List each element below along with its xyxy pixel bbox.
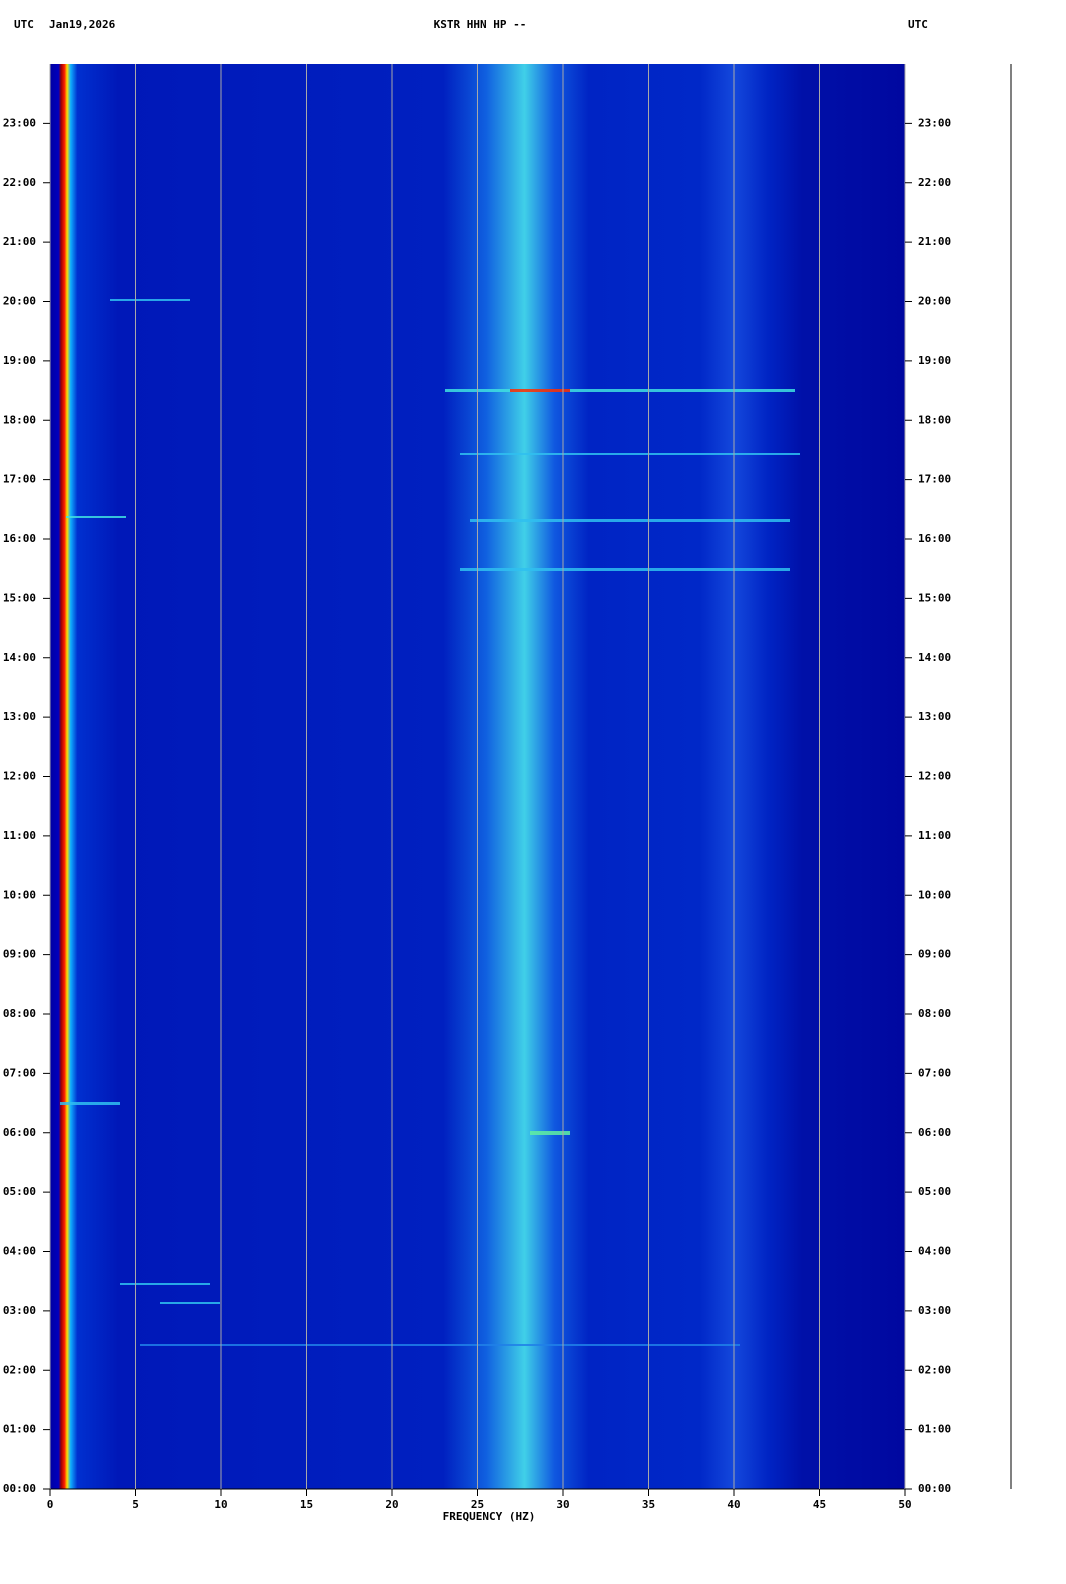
y-tick-label: 23:00 (3, 116, 36, 129)
y-tick-label: 17:00 (918, 473, 951, 486)
y-tick-label: 22:00 (918, 176, 951, 189)
y-tick-label: 08:00 (3, 1007, 36, 1020)
y-tick-label: 21:00 (918, 235, 951, 248)
spectrogram-streaks (60, 299, 800, 1346)
y-tick-label: 11:00 (918, 829, 951, 842)
streak (460, 568, 790, 571)
y-tick-label: 09:00 (918, 948, 951, 961)
x-tick-label: 5 (132, 1498, 139, 1511)
y-tick-label: 13:00 (3, 710, 36, 723)
y-tick-label: 19:00 (3, 354, 36, 367)
y-tick-label: 22:00 (3, 176, 36, 189)
x-tick-label: 30 (556, 1498, 569, 1511)
streak (140, 1344, 740, 1346)
y-tick-label: 04:00 (918, 1245, 951, 1258)
y-tick-label: 20:00 (918, 295, 951, 308)
y-tick-label: 23:00 (918, 116, 951, 129)
y-tick-label: 10:00 (3, 888, 36, 901)
streak (66, 516, 126, 518)
x-axis-label: FREQUENCY (HZ) (443, 1510, 536, 1523)
streak (60, 1102, 120, 1105)
y-tick-label: 13:00 (918, 710, 951, 723)
y-tick-label: 01:00 (3, 1423, 36, 1436)
y-tick-label: 11:00 (3, 829, 36, 842)
streak (530, 1131, 570, 1135)
x-tick-label: 0 (47, 1498, 54, 1511)
y-tick-label: 07:00 (918, 1066, 951, 1079)
y-tick-label: 00:00 (3, 1482, 36, 1495)
right-timezone: UTC (908, 18, 928, 31)
y-tick-label: 00:00 (918, 1482, 951, 1495)
streak (110, 299, 190, 301)
y-tick-label: 14:00 (918, 651, 951, 664)
streak (460, 453, 800, 455)
y-tick-label: 18:00 (918, 413, 951, 426)
y-tick-label: 06:00 (918, 1126, 951, 1139)
x-tick-label: 40 (727, 1498, 740, 1511)
y-tick-label: 05:00 (3, 1185, 36, 1198)
y-tick-label: 14:00 (3, 651, 36, 664)
y-tick-label: 15:00 (3, 591, 36, 604)
y-tick-label: 21:00 (3, 235, 36, 248)
y-tick-label: 03:00 (918, 1304, 951, 1317)
y-tick-label: 19:00 (918, 354, 951, 367)
y-tick-label: 09:00 (3, 948, 36, 961)
x-tick-label: 45 (813, 1498, 826, 1511)
left-timezone: UTC (14, 18, 34, 31)
y-tick-label: 05:00 (918, 1185, 951, 1198)
y-tick-label: 15:00 (918, 591, 951, 604)
y-tick-label: 18:00 (3, 413, 36, 426)
y-tick-label: 16:00 (3, 532, 36, 545)
streak (510, 389, 570, 392)
y-tick-label: 01:00 (918, 1423, 951, 1436)
y-tick-label: 16:00 (918, 532, 951, 545)
x-tick-label: 50 (898, 1498, 911, 1511)
y-tick-label: 02:00 (918, 1363, 951, 1376)
x-tick-label: 35 (642, 1498, 655, 1511)
y-tick-label: 10:00 (918, 888, 951, 901)
date: Jan19,2026 (49, 18, 116, 31)
streak (470, 519, 790, 522)
x-tick-label: 15 (300, 1498, 313, 1511)
streak (160, 1302, 220, 1304)
y-tick-label: 08:00 (918, 1007, 951, 1020)
y-tick-label: 12:00 (3, 770, 36, 783)
x-tick-label: 20 (385, 1498, 398, 1511)
y-tick-label: 02:00 (3, 1363, 36, 1376)
streak (445, 389, 795, 392)
y-tick-label: 04:00 (3, 1245, 36, 1258)
y-tick-label: 20:00 (3, 295, 36, 308)
x-tick-label: 25 (471, 1498, 484, 1511)
x-tick-label: 10 (214, 1498, 227, 1511)
y-tick-label: 07:00 (3, 1066, 36, 1079)
streak (120, 1283, 210, 1285)
y-tick-label: 17:00 (3, 473, 36, 486)
y-tick-label: 03:00 (3, 1304, 36, 1317)
y-tick-label: 12:00 (918, 770, 951, 783)
y-tick-label: 06:00 (3, 1126, 36, 1139)
chart-title: KSTR HHN HP -- (434, 18, 527, 31)
